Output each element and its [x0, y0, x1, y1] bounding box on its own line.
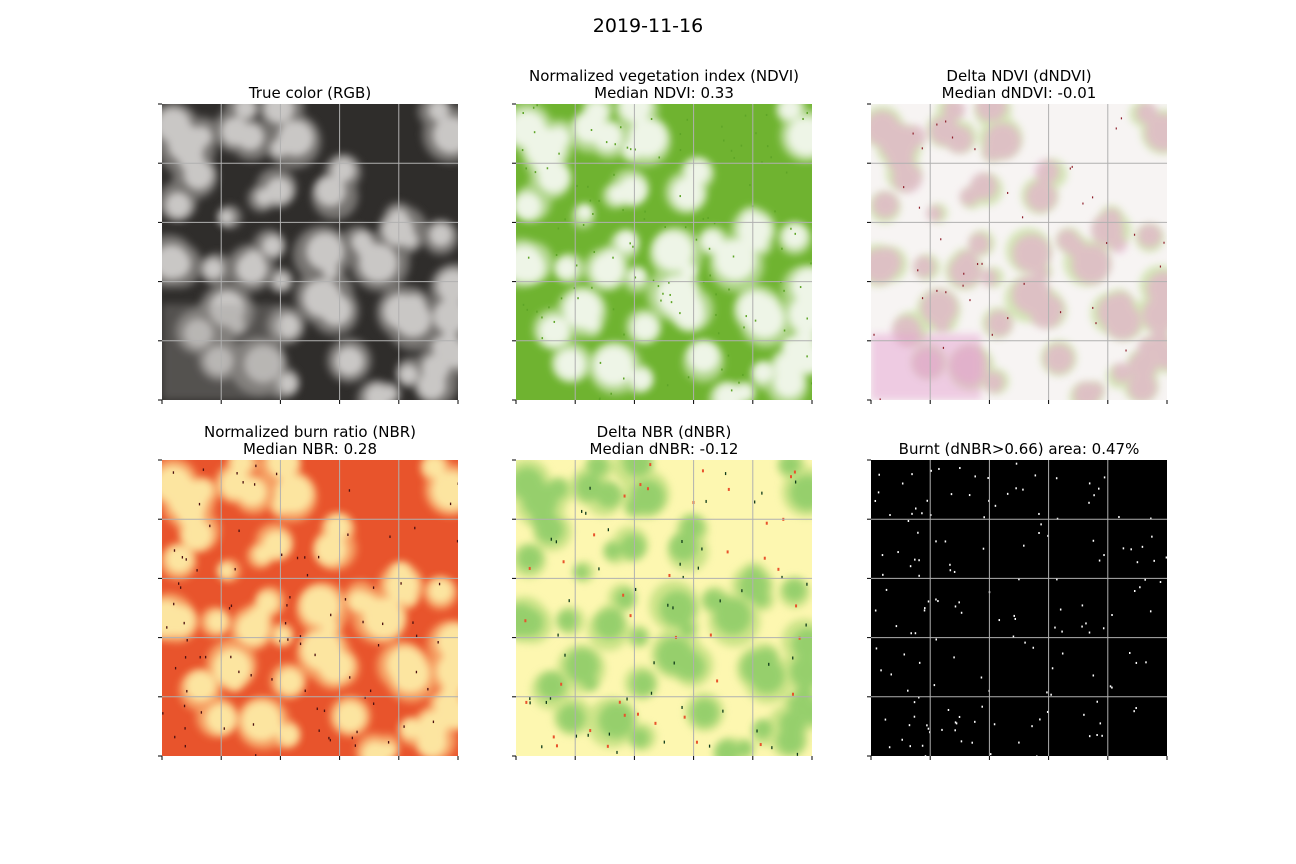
burnt-mask-image: [867, 459, 1168, 760]
ndvi-image: [512, 103, 813, 404]
ndvi-image-panel: [512, 103, 813, 404]
rgb-image-panel: [158, 103, 459, 404]
ndvi-title-line2: Median NDVI: 0.33: [594, 84, 734, 102]
dndvi-image: [867, 103, 1168, 404]
nbr-image: [158, 459, 459, 760]
dnbr-title-line2: Median dNBR: -0.12: [589, 440, 739, 458]
rgb-title-line1: True color (RGB): [248, 84, 372, 102]
ndvi-title-line1: Normalized vegetation index (NDVI): [529, 67, 799, 85]
burnt-title-line1: Burnt (dNBR>0.66) area: 0.47%: [898, 440, 1140, 458]
burnt-image-panel: [867, 459, 1168, 760]
dnbr-title-line1: Delta NBR (dNBR): [596, 423, 732, 441]
nbr-title-line1: Normalized burn ratio (NBR): [203, 423, 417, 441]
dnbr-image: [512, 459, 813, 760]
nbr-image-panel: [158, 459, 459, 760]
nbr-panel-title: Normalized burn ratio (NBR) Median NBR: …: [110, 424, 510, 458]
rgb-image: [158, 103, 459, 404]
ndvi-panel-title: Normalized vegetation index (NDVI) Media…: [464, 68, 864, 102]
rgb-panel-title: True color (RGB): [110, 85, 510, 102]
dndvi-panel-title: Delta NDVI (dNDVI) Median dNDVI: -0.01: [819, 68, 1219, 102]
dndvi-title-line2: Median dNDVI: -0.01: [941, 84, 1097, 102]
dndvi-title-line1: Delta NDVI (dNDVI): [946, 67, 1092, 85]
nbr-title-line2: Median NBR: 0.28: [242, 440, 378, 458]
burnt-panel-title: Burnt (dNBR>0.66) area: 0.47%: [819, 441, 1219, 458]
dnbr-image-panel: [512, 459, 813, 760]
figure-title: 2019-11-16: [592, 15, 704, 37]
dndvi-image-panel: [867, 103, 1168, 404]
dnbr-panel-title: Delta NBR (dNBR) Median dNBR: -0.12: [464, 424, 864, 458]
